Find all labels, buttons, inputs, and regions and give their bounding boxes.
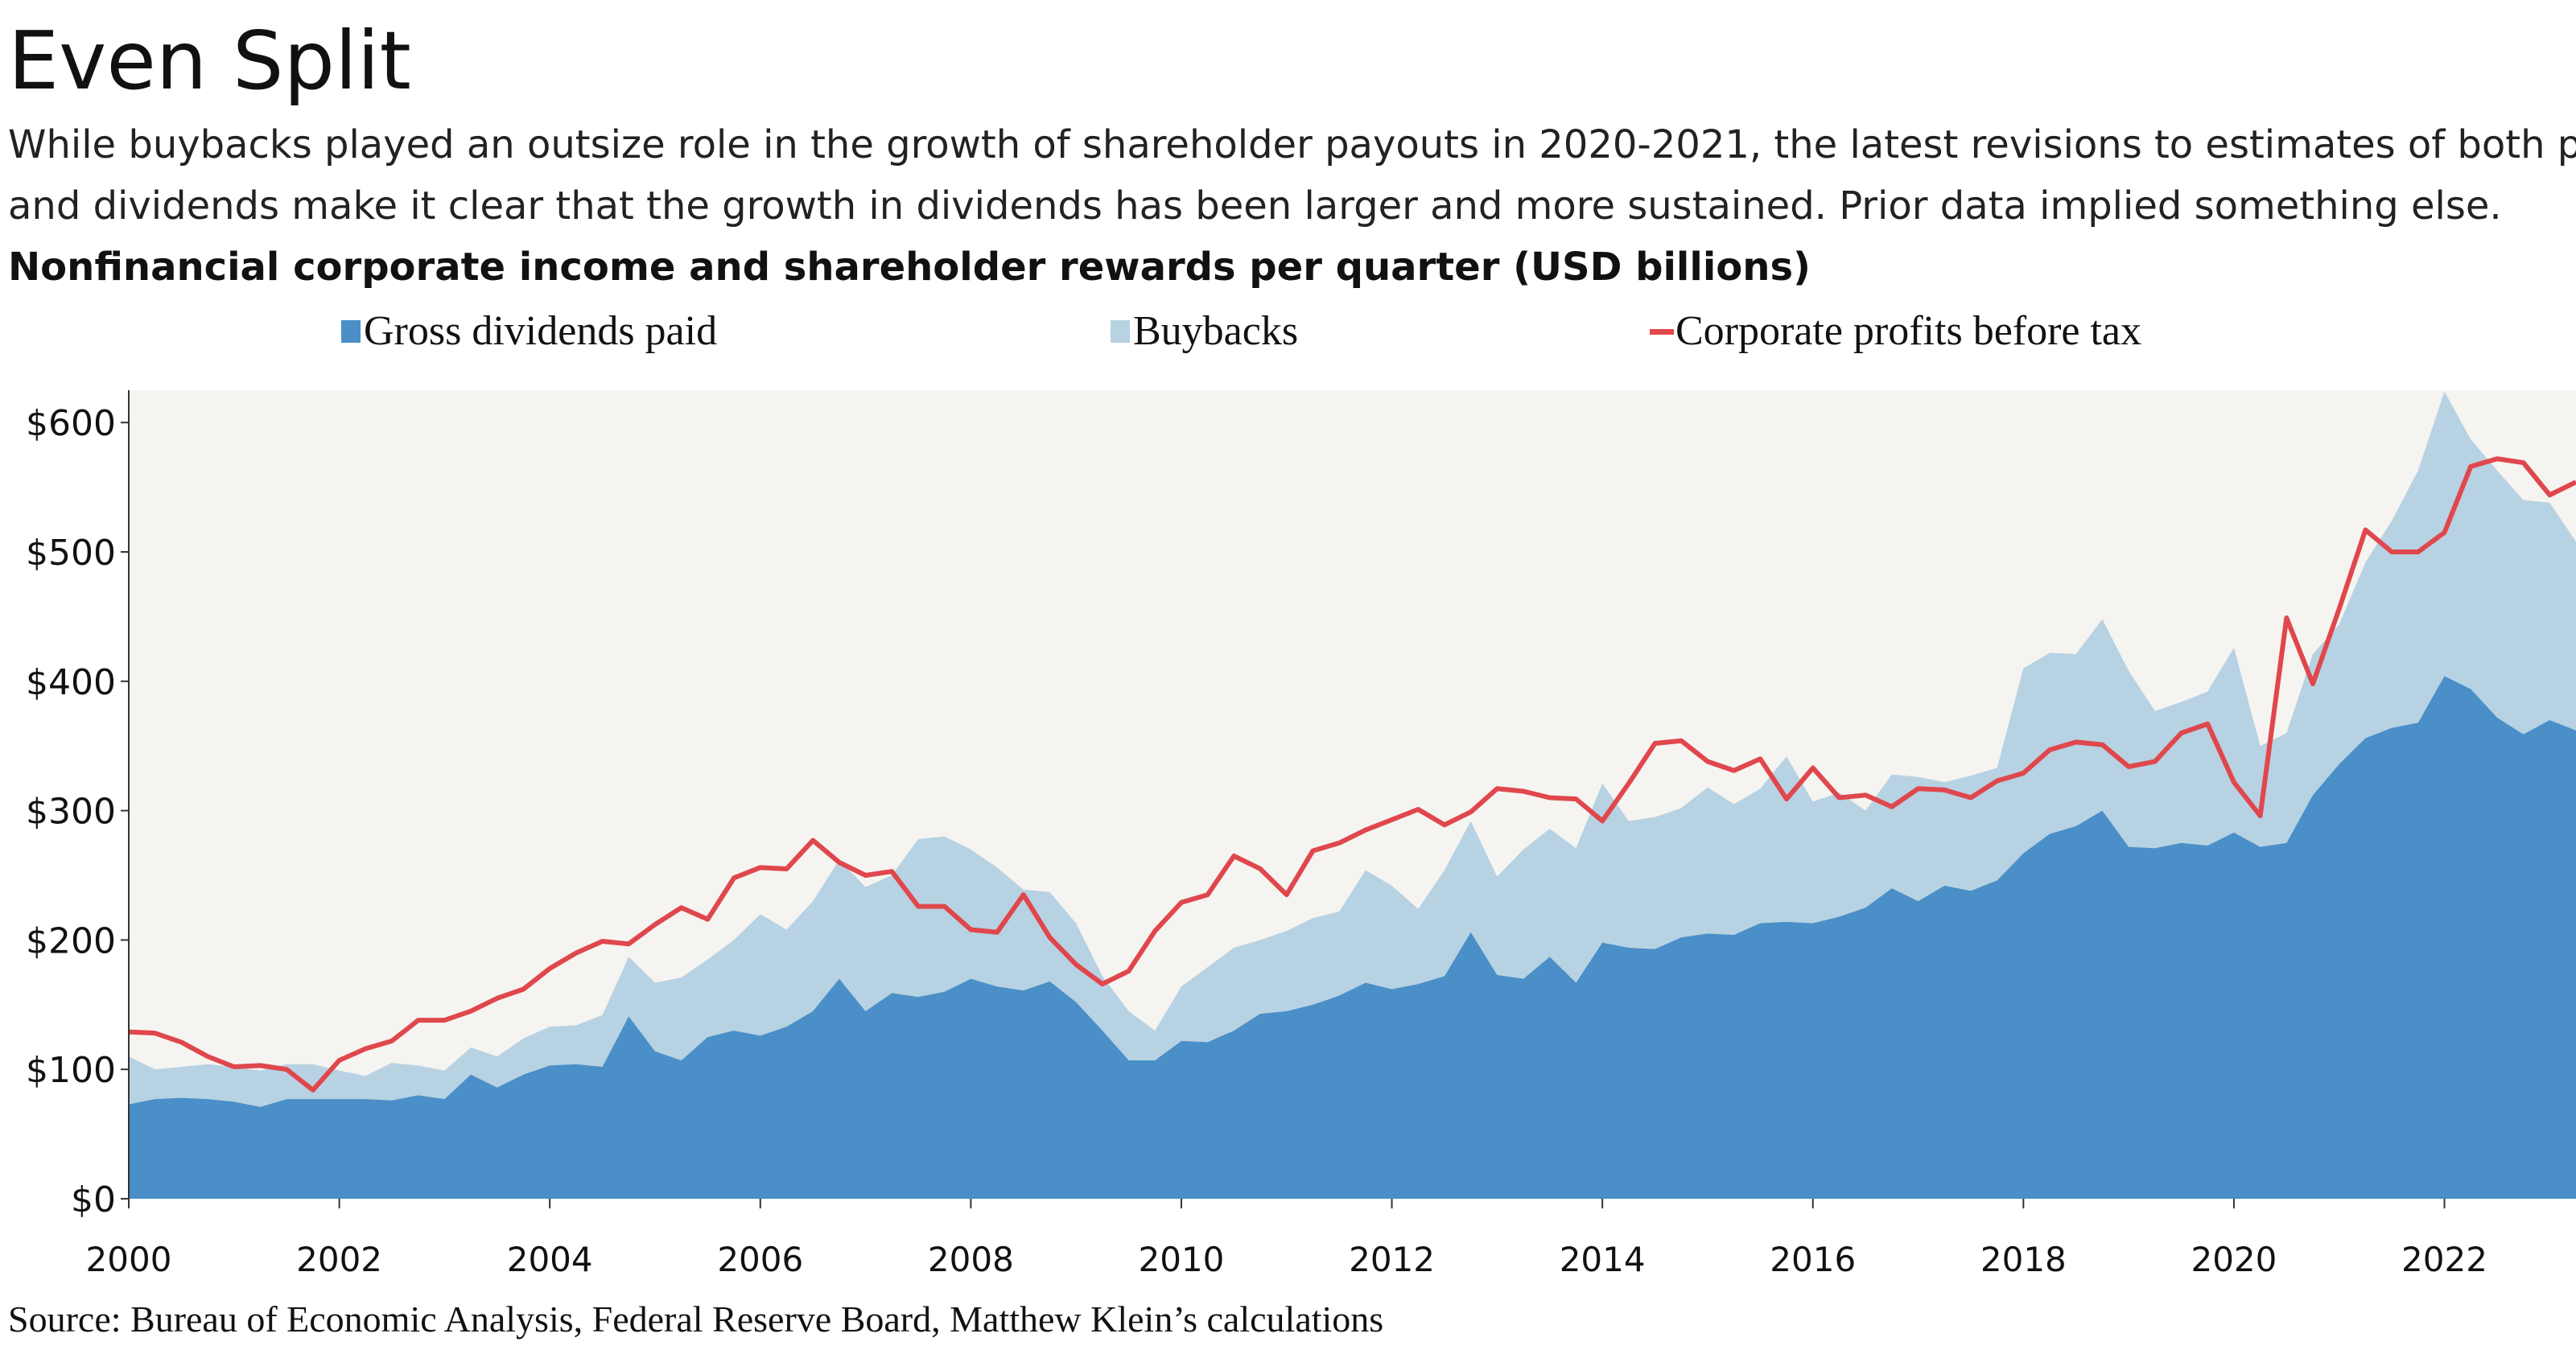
x-tick-label: 2004 <box>507 1240 593 1279</box>
legend-swatch-buybacks <box>1111 320 1130 343</box>
legend-label-profits: Corporate profits before tax <box>1675 308 2141 354</box>
chart-lines <box>128 456 2576 1093</box>
legend-label-buybacks: Buybacks <box>1133 308 1298 354</box>
y-tick-label: $200 <box>26 920 116 961</box>
x-tick-label: 2016 <box>1770 1240 1856 1279</box>
chart-subtitle-line-1: While buybacks played an outsize role in… <box>8 122 2576 167</box>
dividends-area <box>129 676 2576 1199</box>
legend: Gross dividends paid Buybacks Corporate … <box>341 308 2141 354</box>
legend-swatch-profits <box>1650 329 1674 335</box>
x-tick-label: 2010 <box>1139 1240 1225 1279</box>
x-tick-label: 2008 <box>928 1240 1014 1279</box>
x-tick-label: 2000 <box>86 1240 172 1279</box>
x-tick-label: 2022 <box>2401 1240 2487 1279</box>
x-axis: 2000 2002 2004 2006 2008 2010 2012 2014 2016 2018… <box>86 1199 2487 1279</box>
chart-areas <box>129 391 2576 1199</box>
x-tick-label: 2018 <box>1980 1240 2067 1279</box>
x-tick-label: 2012 <box>1349 1240 1435 1279</box>
legend-swatch-dividends <box>341 320 361 343</box>
x-tick-label: 2006 <box>717 1240 803 1279</box>
y-tick-label: $100 <box>26 1050 116 1091</box>
chart-heading: Nonfinancial corporate income and shareh… <box>8 245 1811 290</box>
chart-title: Even Split <box>8 14 411 108</box>
chart-subtitle-line-2: and dividends make it clear that the gro… <box>8 183 2502 228</box>
source-note: Source: Bureau of Economic Analysis, Fed… <box>8 1299 1383 1340</box>
y-tick-label: $0 <box>71 1179 116 1220</box>
buybacks-area <box>129 391 2576 1107</box>
x-tick-label: 2014 <box>1560 1240 1646 1279</box>
y-tick-label: $400 <box>26 662 116 703</box>
x-tick-label: 2002 <box>296 1240 382 1279</box>
y-tick-label: $600 <box>26 403 116 444</box>
y-tick-label: $300 <box>26 792 116 833</box>
y-tick-label: $500 <box>26 533 116 574</box>
x-tick-label: 2020 <box>2191 1240 2277 1279</box>
legend-label-dividends: Gross dividends paid <box>364 308 717 354</box>
y-axis: $0 $100 $200 $300 $400 $500 $600 <box>26 403 129 1220</box>
profits-line <box>128 456 2576 1093</box>
